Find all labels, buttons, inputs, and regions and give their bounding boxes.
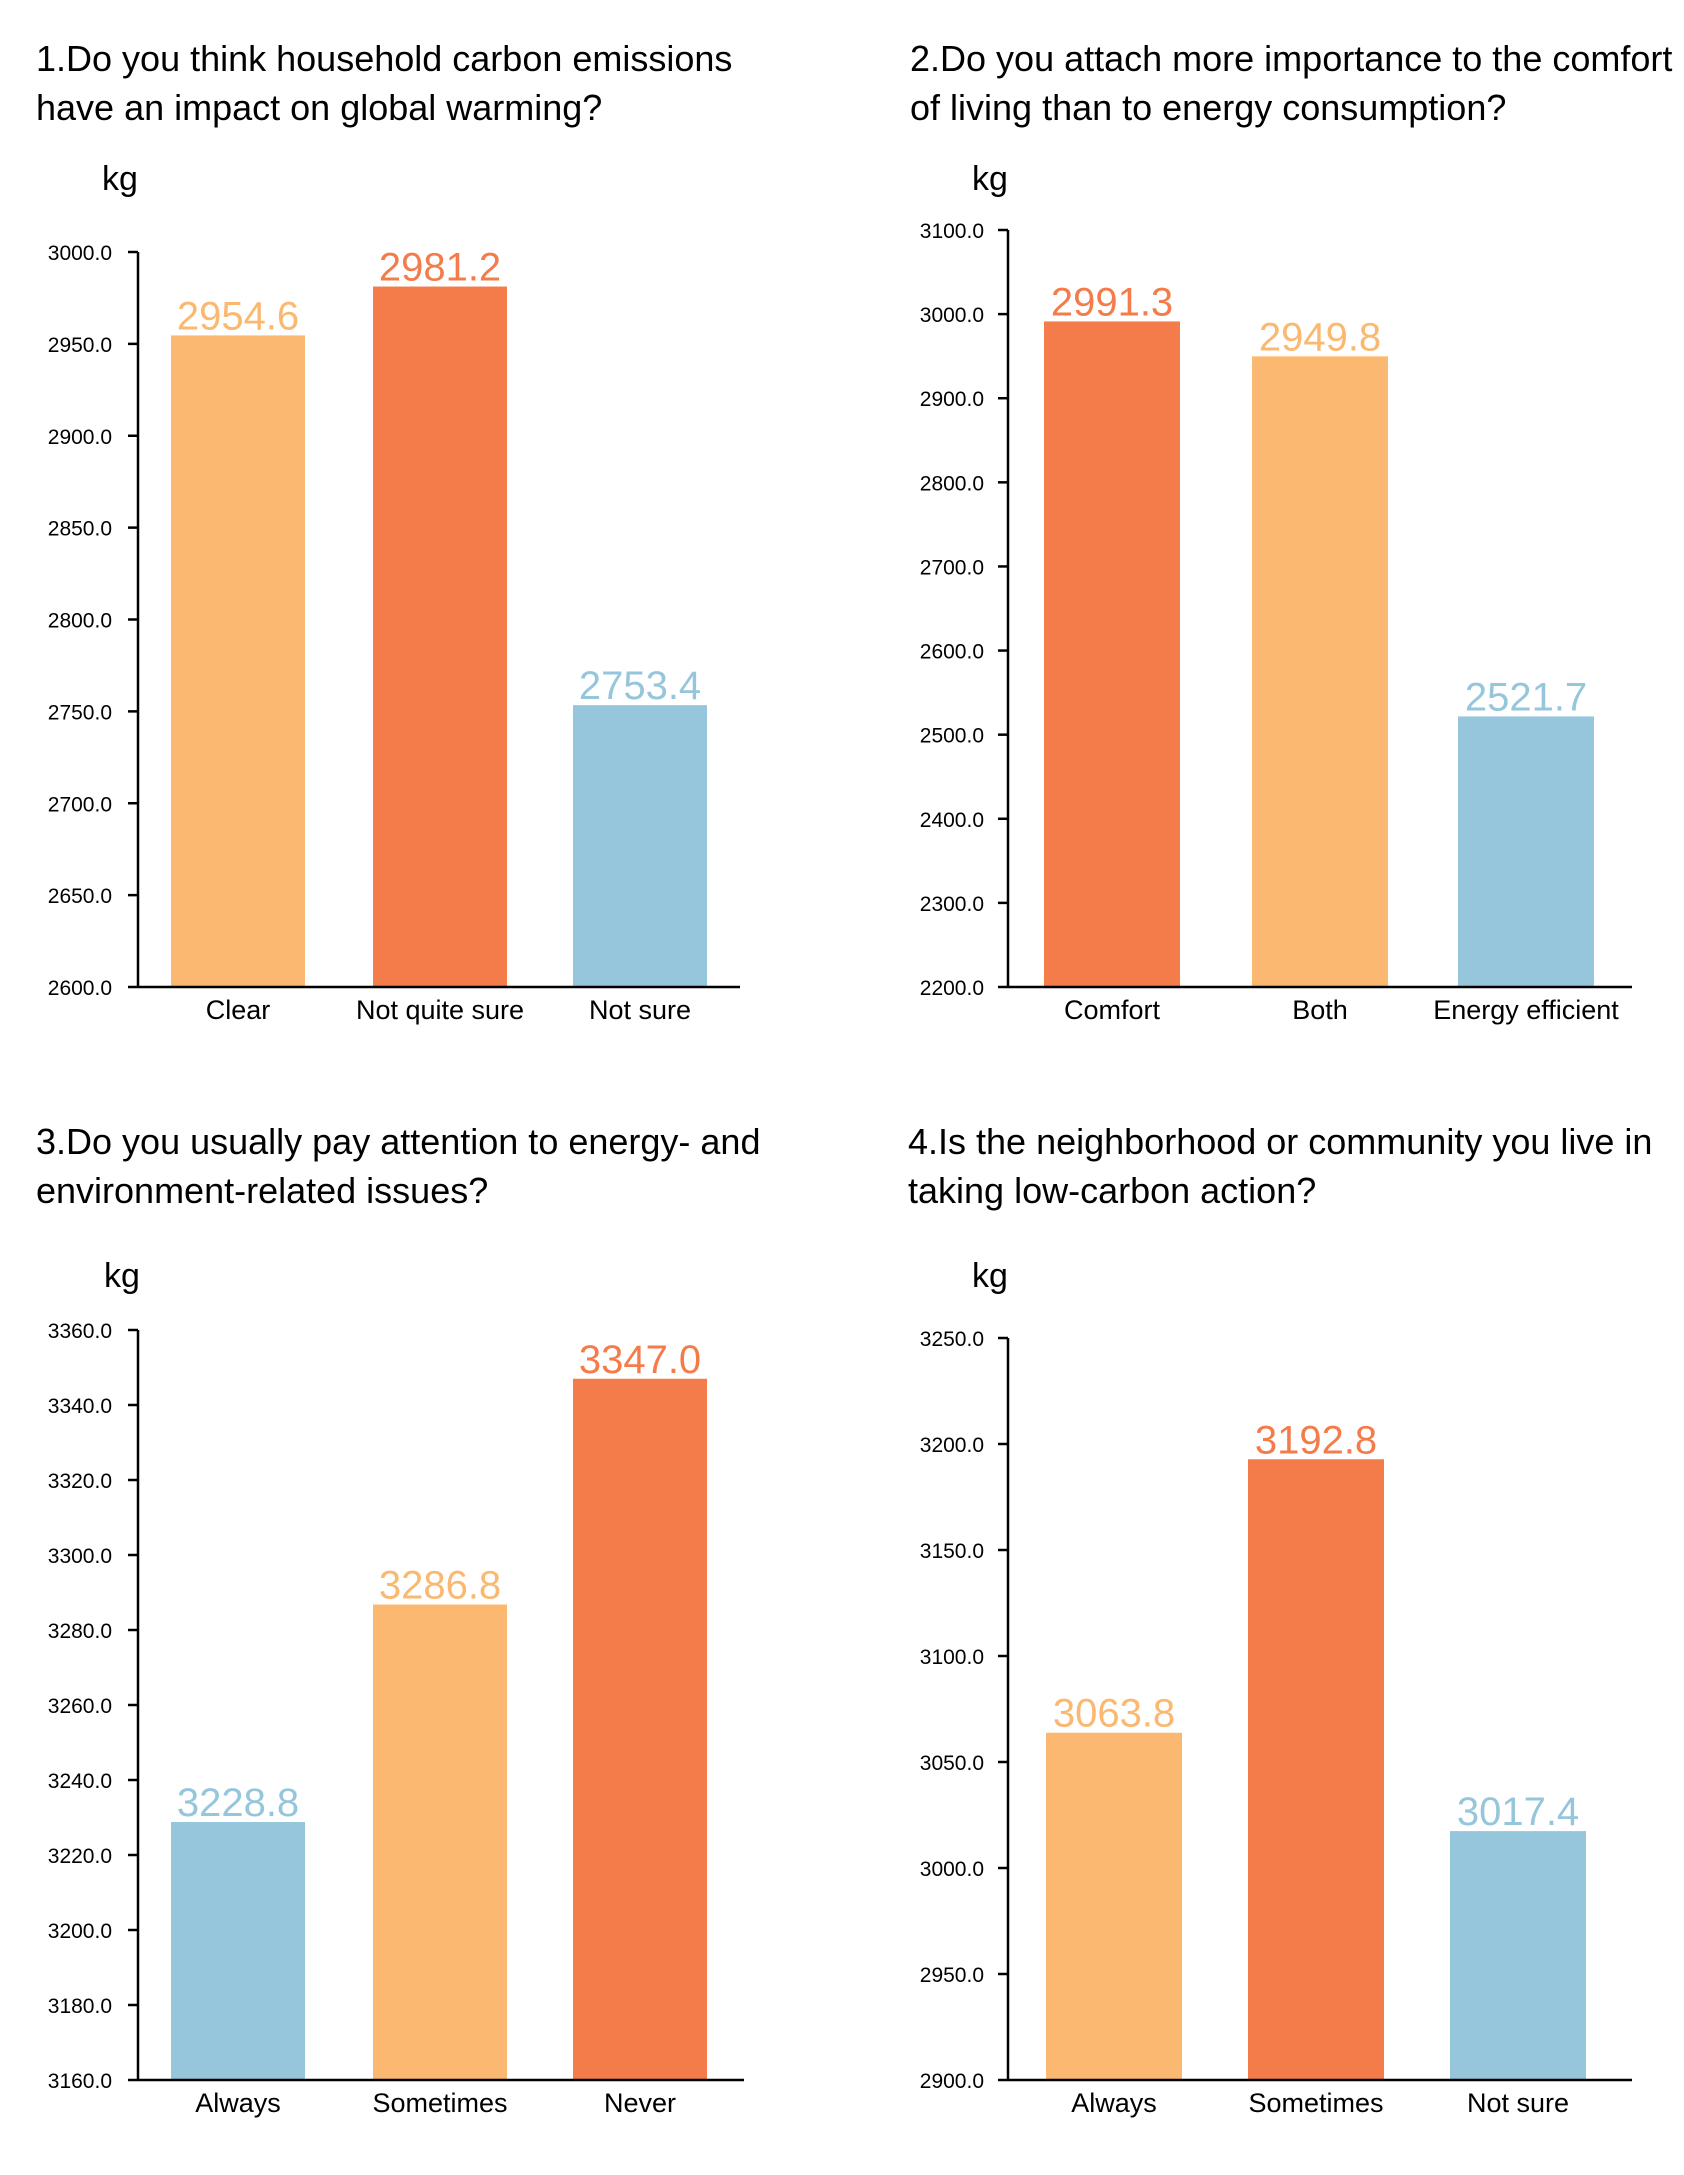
y-tick-label: 3220.0 [48, 1845, 112, 1868]
y-tick-label: 3160.0 [48, 2070, 112, 2093]
y-tick-label: 3250.0 [920, 1328, 984, 1351]
chart-panel-household-emissions: 1.Do you think household carbon emission… [0, 0, 842, 1087]
y-tick-label: 3320.0 [48, 1470, 112, 1493]
x-category-label: Not quite sure [356, 995, 524, 1025]
bar [1044, 321, 1180, 987]
y-tick-label: 2300.0 [920, 893, 984, 916]
chart-title-line: 3.Do you usually pay attention to energy… [36, 1121, 761, 1162]
y-axis-unit-label: kg [104, 1257, 140, 1295]
y-tick-label: 2650.0 [48, 885, 112, 908]
bar-value-label: 3347.0 [579, 1338, 701, 1382]
bar-chart-comfort-vs-energy: kg 2200.0 2300.0 2400.0 2500.0 2600.0 2700.0 28… [920, 160, 1632, 1025]
x-category-label: Always [1071, 2088, 1157, 2118]
chart-title-line: taking low-carbon action? [908, 1170, 1317, 1211]
chart-title: 3.Do you usually pay attention to energy… [36, 1117, 760, 1215]
y-tick-label: 3260.0 [48, 1695, 112, 1718]
y-tick-label: 2600.0 [48, 977, 112, 1000]
y-tick-label: 3180.0 [48, 1995, 112, 2018]
y-tick-label: 2700.0 [48, 793, 112, 816]
y-tick-label: 3100.0 [920, 220, 984, 243]
bar [1450, 1831, 1586, 2080]
bar [373, 1604, 507, 2080]
x-category-label: Not sure [589, 995, 691, 1025]
y-tick-label: 2800.0 [48, 610, 112, 633]
y-tick-label: 3240.0 [48, 1770, 112, 1793]
chart-title: 2.Do you attach more importance to the c… [910, 34, 1672, 132]
x-category-label: Sometimes [1248, 2088, 1383, 2118]
y-tick-label: 3150.0 [920, 1540, 984, 1563]
bar-value-label: 3286.8 [379, 1564, 501, 1608]
chart-title-line: environment-related issues? [36, 1170, 489, 1211]
x-category-label: Always [195, 2088, 281, 2118]
chart-title-line: 4.Is the neighborhood or community you l… [908, 1121, 1653, 1162]
y-tick-label: 2950.0 [48, 334, 112, 357]
bar-value-label: 2954.6 [177, 294, 299, 338]
bar-chart-attention-to-issues: kg 3160.0 3180.0 3200.0 3220.0 3240.0 3260.0 32… [48, 1257, 744, 2118]
bar-value-label: 3017.4 [1457, 1790, 1579, 1834]
bar-value-label: 2949.8 [1259, 315, 1381, 359]
bar-chart-community-action: kg 2900.0 2950.0 3000.0 3050.0 3100.0 3150.0 32… [920, 1257, 1632, 2118]
x-category-label: Clear [206, 995, 271, 1025]
y-tick-label: 2700.0 [920, 556, 984, 579]
bar [573, 1378, 707, 2080]
chart-title-line: 2.Do you attach more importance to the c… [910, 38, 1673, 79]
y-tick-label: 2900.0 [920, 2070, 984, 2093]
bar-value-label: 2753.4 [579, 664, 701, 708]
y-tick-label: 3360.0 [48, 1320, 112, 1343]
bar-chart-household-emissions: kg 2600.0 2650.0 2700.0 2750.0 2800.0 2850.0 29… [48, 160, 740, 1025]
chart-title-line: of living than to energy consumption? [910, 87, 1507, 128]
y-tick-label: 2850.0 [48, 518, 112, 541]
y-tick-label: 2500.0 [920, 725, 984, 748]
y-tick-label: 3340.0 [48, 1395, 112, 1418]
y-tick-label: 2400.0 [920, 809, 984, 832]
chart-title: 1.Do you think household carbon emission… [36, 34, 732, 132]
y-tick-label: 2750.0 [48, 701, 112, 724]
bar-value-label: 3192.8 [1255, 1418, 1377, 1462]
bar [171, 335, 305, 987]
y-tick-label: 3000.0 [920, 304, 984, 327]
bar-value-label: 2991.3 [1051, 280, 1173, 324]
chart-panel-comfort-vs-energy: 2.Do you attach more importance to the c… [842, 0, 1684, 1087]
y-tick-label: 2900.0 [48, 426, 112, 449]
y-tick-label: 2600.0 [920, 641, 984, 664]
y-tick-label: 3050.0 [920, 1752, 984, 1775]
bar [1252, 356, 1388, 987]
y-tick-label: 3300.0 [48, 1545, 112, 1568]
bar-value-label: 2981.2 [379, 246, 501, 290]
y-tick-label: 3000.0 [48, 242, 112, 265]
bar-value-label: 3063.8 [1053, 1692, 1175, 1736]
bar [171, 1822, 305, 2080]
x-category-label: Comfort [1064, 995, 1161, 1025]
y-tick-label: 3200.0 [920, 1434, 984, 1457]
y-axis-unit-label: kg [102, 160, 138, 198]
chart-panel-community-action: 4.Is the neighborhood or community you l… [842, 1087, 1684, 2174]
y-tick-label: 3100.0 [920, 1646, 984, 1669]
y-axis-unit-label: kg [972, 160, 1008, 198]
bar [1248, 1459, 1384, 2080]
chart-title-line: 1.Do you think household carbon emission… [36, 38, 733, 79]
x-category-label: Never [604, 2088, 676, 2118]
bar-value-label: 3228.8 [177, 1781, 299, 1825]
bar [373, 286, 507, 987]
chart-title-line: have an impact on global warming? [36, 87, 603, 128]
y-tick-label: 3280.0 [48, 1620, 112, 1643]
chart-panel-attention-to-issues: 3.Do you usually pay attention to energy… [0, 1087, 842, 2174]
y-tick-label: 3000.0 [920, 1858, 984, 1881]
bar [1046, 1732, 1182, 2080]
y-tick-label: 2200.0 [920, 977, 984, 1000]
y-axis-unit-label: kg [972, 1257, 1008, 1295]
y-tick-label: 2900.0 [920, 388, 984, 411]
x-category-label: Both [1292, 995, 1348, 1025]
x-category-label: Sometimes [372, 2088, 507, 2118]
y-tick-label: 2800.0 [920, 472, 984, 495]
x-category-label: Not sure [1467, 2088, 1569, 2118]
bar [1458, 716, 1594, 987]
bar-value-label: 2521.7 [1465, 675, 1587, 719]
bar [573, 705, 707, 987]
y-tick-label: 3200.0 [48, 1920, 112, 1943]
x-category-label: Energy efficient [1433, 995, 1619, 1025]
y-tick-label: 2950.0 [920, 1964, 984, 1987]
chart-title: 4.Is the neighborhood or community you l… [908, 1117, 1652, 1215]
